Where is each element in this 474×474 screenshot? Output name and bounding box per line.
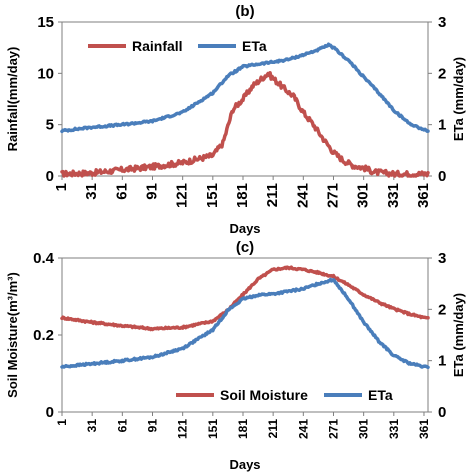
legend: Soil Moisture ETa (176, 387, 393, 403)
x-tick-label: 91 (143, 183, 160, 200)
series-line-eta (60, 42, 430, 134)
panel-title: (c) (236, 239, 254, 256)
y-left-tick-label: 0.2 (33, 327, 54, 344)
legend-label-soil-moisture: Soil Moisture (220, 387, 308, 403)
y-left-axis-title: Rainfall(mm/day) (5, 47, 20, 152)
x-tick-label: 181 (236, 419, 250, 439)
y-left-tick-label: 5 (46, 117, 54, 134)
x-tick-label: 361 (417, 419, 431, 439)
x-tick-label: 331 (385, 183, 402, 208)
x-tick-label: 121 (174, 183, 191, 208)
x-tick-label: 1 (55, 419, 69, 426)
y-left-tick-label: 15 (37, 14, 54, 31)
x-tick-label: 91 (145, 419, 159, 433)
y-right-tick-label: 1 (438, 353, 446, 370)
x-tick-label: 361 (415, 183, 432, 208)
x-tick-label: 121 (176, 419, 190, 439)
x-tick-label: 211 (264, 183, 281, 207)
x-tick-label: 31 (83, 183, 100, 200)
x-tick-label: 271 (324, 183, 341, 208)
x-axis-title: Days (229, 457, 260, 472)
x-tick-label: 271 (326, 419, 340, 439)
legend-label-eta: ETa (242, 38, 267, 54)
x-tick-label: 211 (266, 419, 280, 439)
y-left-tick-label: 0.4 (33, 250, 55, 267)
chart-panel-b: 1 31 61 91 121 151 181 211 241 271 301 331 361051015… (5, 3, 466, 236)
y-left-tick-label: 0 (46, 168, 54, 185)
y-right-tick-label: 2 (438, 65, 446, 82)
x-tick-label: 301 (355, 183, 372, 208)
y-right-tick-label: 2 (438, 301, 446, 318)
legend: Rainfall ETa (88, 38, 267, 54)
x-tick-label: 61 (115, 419, 129, 433)
chart-panel-c: 1 31 61 91 121 151 181 211 241 271 301 331 36100.20.… (5, 239, 466, 472)
x-tick-label: 181 (234, 183, 251, 208)
y-left-tick-label: 0 (46, 404, 54, 421)
y-right-tick-label: 0 (438, 168, 446, 185)
x-tick-label: 151 (204, 183, 221, 208)
y-right-axis-title: ETa (mm/day) (451, 57, 466, 141)
x-tick-label: 331 (387, 419, 401, 439)
x-tick-label: 61 (113, 183, 130, 200)
y-right-axis-title: ETa (mm/day) (451, 293, 466, 377)
panel-title: (b) (235, 3, 254, 20)
y-left-axis-title: Soil Moisture(m³/m³) (5, 272, 20, 398)
y-right-tick-label: 3 (438, 250, 446, 267)
x-tick-label: 151 (206, 419, 220, 439)
x-tick-label: 31 (85, 419, 99, 433)
plot-frame (61, 21, 429, 177)
y-right-tick-label: 3 (438, 14, 446, 31)
x-tick-label: 241 (294, 183, 311, 208)
y-left-tick-label: 10 (37, 65, 54, 82)
series-line-eta (60, 277, 430, 370)
x-tick-label: 241 (296, 419, 310, 439)
series-line-soil-moisture (60, 265, 430, 332)
y-right-tick-label: 0 (438, 404, 446, 421)
legend-label-rainfall: Rainfall (132, 38, 183, 54)
x-tick-label: 301 (357, 419, 371, 439)
x-tick-label: 1 (53, 183, 70, 191)
legend-label-eta: ETa (368, 387, 393, 403)
y-right-tick-label: 1 (438, 117, 446, 134)
series-line-rainfall (60, 71, 430, 178)
x-axis-title: Days (229, 221, 260, 236)
